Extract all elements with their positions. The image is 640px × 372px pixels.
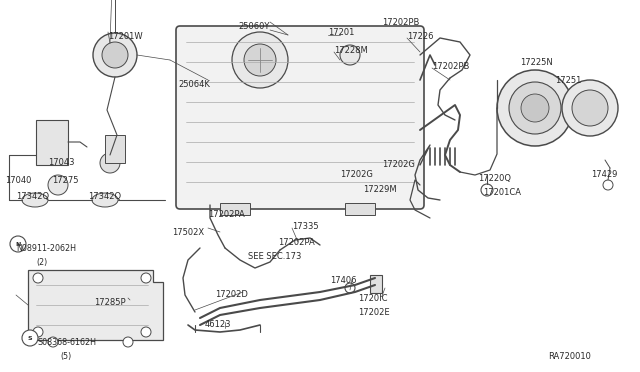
Circle shape bbox=[93, 33, 137, 77]
Text: 25060Y: 25060Y bbox=[238, 22, 269, 31]
Text: 17275: 17275 bbox=[52, 176, 79, 185]
Text: RA720010: RA720010 bbox=[548, 352, 591, 361]
Text: SEE SEC.173: SEE SEC.173 bbox=[248, 252, 301, 261]
Circle shape bbox=[497, 70, 573, 146]
Text: 17040: 17040 bbox=[5, 176, 31, 185]
Bar bbox=[105, 135, 125, 163]
Text: 17202E: 17202E bbox=[358, 308, 390, 317]
Text: 25064K: 25064K bbox=[178, 80, 210, 89]
Circle shape bbox=[141, 327, 151, 337]
Text: 17229M: 17229M bbox=[363, 185, 397, 194]
Circle shape bbox=[345, 283, 355, 293]
Circle shape bbox=[572, 90, 608, 126]
Text: S08368-6162H: S08368-6162H bbox=[38, 338, 97, 347]
Bar bbox=[370, 275, 382, 293]
Text: 17201: 17201 bbox=[328, 28, 355, 37]
Text: 17429: 17429 bbox=[591, 170, 618, 179]
Text: 46123: 46123 bbox=[205, 320, 232, 329]
Circle shape bbox=[521, 94, 549, 122]
Ellipse shape bbox=[22, 193, 48, 207]
Circle shape bbox=[481, 184, 493, 196]
FancyBboxPatch shape bbox=[176, 26, 424, 209]
Circle shape bbox=[562, 80, 618, 136]
Circle shape bbox=[48, 175, 68, 195]
Text: 17228M: 17228M bbox=[334, 46, 368, 55]
Circle shape bbox=[603, 180, 613, 190]
Text: 17202G: 17202G bbox=[382, 160, 415, 169]
Text: N: N bbox=[15, 241, 20, 247]
Circle shape bbox=[33, 273, 43, 283]
Bar bbox=[36, 120, 68, 165]
Text: 17225N: 17225N bbox=[520, 58, 553, 67]
Circle shape bbox=[102, 42, 128, 68]
Ellipse shape bbox=[92, 193, 118, 207]
Text: 17202D: 17202D bbox=[215, 290, 248, 299]
Text: 17226: 17226 bbox=[407, 32, 433, 41]
Text: 17202PA: 17202PA bbox=[208, 210, 244, 219]
Bar bbox=[345, 203, 375, 215]
Text: 17202G: 17202G bbox=[340, 170, 373, 179]
Text: 17342Q: 17342Q bbox=[16, 192, 49, 201]
Circle shape bbox=[340, 45, 360, 65]
Text: 17043: 17043 bbox=[48, 158, 74, 167]
Circle shape bbox=[100, 153, 120, 173]
Circle shape bbox=[141, 273, 151, 283]
Text: 17406: 17406 bbox=[330, 276, 356, 285]
Text: 17502X: 17502X bbox=[172, 228, 204, 237]
Circle shape bbox=[33, 327, 43, 337]
Text: 17202PB: 17202PB bbox=[382, 18, 419, 27]
Circle shape bbox=[123, 337, 133, 347]
Text: (5): (5) bbox=[60, 352, 71, 361]
Circle shape bbox=[232, 32, 288, 88]
Bar bbox=[220, 203, 250, 215]
Circle shape bbox=[22, 330, 38, 346]
Text: 17201CA: 17201CA bbox=[483, 188, 521, 197]
Text: 17335: 17335 bbox=[292, 222, 319, 231]
Circle shape bbox=[48, 337, 58, 347]
Text: 17202PA: 17202PA bbox=[278, 238, 315, 247]
Text: 1720IC: 1720IC bbox=[358, 294, 387, 303]
Text: 17285P: 17285P bbox=[94, 298, 125, 307]
Text: 17220Q: 17220Q bbox=[478, 174, 511, 183]
Polygon shape bbox=[28, 270, 163, 340]
Text: 17251: 17251 bbox=[555, 76, 581, 85]
Text: 17201W: 17201W bbox=[108, 32, 143, 41]
Text: 17202PB: 17202PB bbox=[432, 62, 469, 71]
Text: N08911-2062H: N08911-2062H bbox=[16, 244, 76, 253]
Text: 17342Q: 17342Q bbox=[88, 192, 121, 201]
Circle shape bbox=[10, 236, 26, 252]
Circle shape bbox=[244, 44, 276, 76]
Circle shape bbox=[509, 82, 561, 134]
Text: (2): (2) bbox=[36, 258, 47, 267]
Text: S: S bbox=[28, 336, 32, 340]
